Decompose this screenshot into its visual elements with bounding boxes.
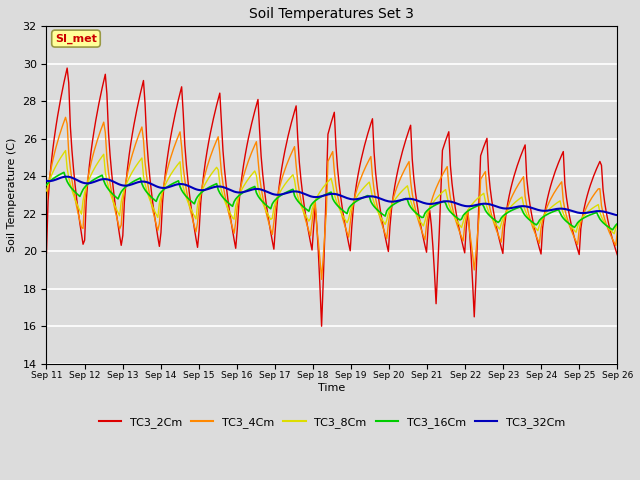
TC3_4Cm xyxy=(234,204,241,209)
TC3_8Cm xyxy=(583,210,591,216)
TC3_4Cm xyxy=(243,163,251,168)
TC3_16Cm xyxy=(214,187,222,192)
TC3_32Cm xyxy=(614,212,621,218)
TC3_2Cm xyxy=(214,96,222,102)
Text: SI_met: SI_met xyxy=(55,34,97,44)
Line: TC3_4Cm: TC3_4Cm xyxy=(47,117,618,279)
TC3_2Cm xyxy=(234,226,241,232)
TC3_2Cm xyxy=(317,324,325,329)
TC3_2Cm xyxy=(294,135,301,141)
TC3_8Cm xyxy=(614,222,621,228)
TC3_32Cm xyxy=(63,174,71,180)
TC3_32Cm xyxy=(43,178,51,184)
TC3_16Cm xyxy=(294,198,301,204)
TC3_2Cm xyxy=(63,65,71,71)
TC3_16Cm xyxy=(583,213,591,219)
X-axis label: Time: Time xyxy=(318,383,346,393)
TC3_8Cm xyxy=(43,188,51,194)
TC3_4Cm xyxy=(294,178,301,184)
TC3_16Cm xyxy=(243,187,251,193)
TC3_16Cm xyxy=(609,227,616,233)
Legend: TC3_2Cm, TC3_4Cm, TC3_8Cm, TC3_16Cm, TC3_32Cm: TC3_2Cm, TC3_4Cm, TC3_8Cm, TC3_16Cm, TC3… xyxy=(94,413,570,432)
TC3_32Cm xyxy=(114,181,122,187)
TC3_8Cm xyxy=(214,167,222,173)
TC3_16Cm xyxy=(60,169,68,175)
TC3_8Cm xyxy=(243,178,251,184)
TC3_8Cm xyxy=(234,198,241,204)
TC3_4Cm xyxy=(61,114,69,120)
TC3_8Cm xyxy=(114,210,122,216)
TC3_8Cm xyxy=(61,148,69,154)
TC3_32Cm xyxy=(234,190,241,195)
TC3_4Cm xyxy=(214,134,222,140)
TC3_8Cm xyxy=(611,231,618,237)
TC3_32Cm xyxy=(583,210,591,216)
Line: TC3_32Cm: TC3_32Cm xyxy=(47,177,618,215)
Y-axis label: Soil Temperature (C): Soil Temperature (C) xyxy=(7,138,17,252)
Title: Soil Temperatures Set 3: Soil Temperatures Set 3 xyxy=(250,7,414,21)
TC3_16Cm xyxy=(43,182,51,188)
TC3_16Cm xyxy=(114,196,122,202)
TC3_4Cm xyxy=(114,220,122,226)
TC3_2Cm xyxy=(614,252,621,258)
TC3_8Cm xyxy=(294,194,301,200)
TC3_2Cm xyxy=(243,143,251,149)
Line: TC3_2Cm: TC3_2Cm xyxy=(47,68,618,326)
TC3_16Cm xyxy=(614,221,621,227)
TC3_32Cm xyxy=(214,184,222,190)
Line: TC3_8Cm: TC3_8Cm xyxy=(47,151,618,234)
TC3_16Cm xyxy=(234,194,241,200)
TC3_4Cm xyxy=(585,200,593,206)
TC3_4Cm xyxy=(614,228,621,234)
TC3_32Cm xyxy=(243,188,251,194)
TC3_2Cm xyxy=(585,187,593,193)
TC3_32Cm xyxy=(294,189,301,194)
TC3_2Cm xyxy=(114,222,122,228)
TC3_4Cm xyxy=(43,198,51,204)
TC3_4Cm xyxy=(317,276,325,282)
TC3_2Cm xyxy=(43,250,51,256)
Line: TC3_16Cm: TC3_16Cm xyxy=(47,172,618,230)
